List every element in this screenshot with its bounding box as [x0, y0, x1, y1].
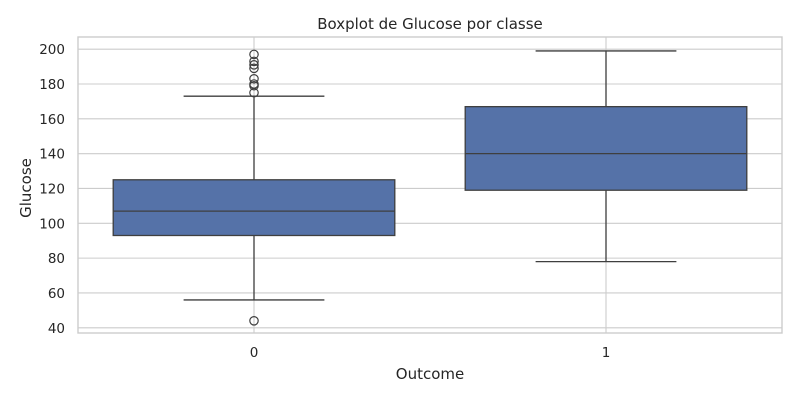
- box-layer: [112, 49, 748, 326]
- y-tick-label: 80: [48, 251, 65, 267]
- y-tick-label: 60: [48, 286, 65, 302]
- box-group: [464, 50, 748, 263]
- x-tick-label: 0: [250, 345, 259, 361]
- outlier-point: [249, 316, 259, 326]
- iqr-box: [112, 179, 396, 237]
- iqr-box: [464, 105, 748, 191]
- outlier-point: [249, 49, 259, 60]
- y-tick-label: 100: [39, 216, 65, 232]
- outlier-point: [249, 63, 259, 74]
- y-tick-label: 200: [39, 42, 65, 58]
- chart-title: Boxplot de Glucose por classe: [317, 15, 543, 33]
- x-axis-label: Outcome: [396, 365, 464, 383]
- y-tick-label: 160: [39, 112, 65, 128]
- box-group: [112, 49, 396, 326]
- y-tick-label: 40: [48, 321, 65, 337]
- y-tick-label: 140: [39, 147, 65, 163]
- y-tick-label: 120: [39, 181, 65, 197]
- outlier-point: [249, 79, 259, 89]
- y-axis-label: Glucose: [17, 158, 35, 218]
- x-tick-label: 1: [602, 345, 611, 361]
- outlier-point: [249, 56, 259, 67]
- outlier-point: [249, 73, 259, 84]
- plot-frame: [77, 36, 783, 334]
- y-tick-labels: 40 60 80 100 120 140 160 180 200: [39, 42, 65, 337]
- outlier-point: [249, 60, 259, 70]
- y-tick-label: 180: [39, 77, 65, 93]
